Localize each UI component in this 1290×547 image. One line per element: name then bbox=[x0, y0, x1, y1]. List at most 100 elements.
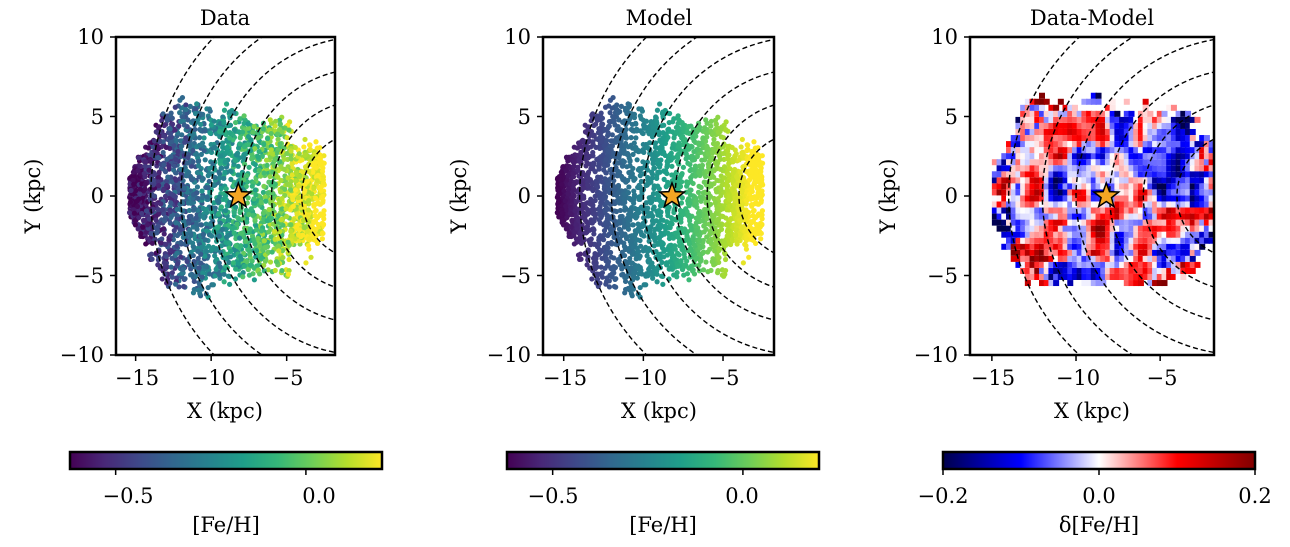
data-point bbox=[244, 258, 250, 264]
data-point bbox=[626, 184, 632, 190]
data-point bbox=[146, 216, 153, 222]
data-point bbox=[195, 159, 202, 165]
data-point bbox=[197, 282, 203, 288]
data-point bbox=[190, 207, 197, 213]
data-point bbox=[290, 203, 296, 209]
colorbar-tick-label: 0.0 bbox=[302, 484, 335, 508]
data-point bbox=[588, 240, 594, 246]
data-point bbox=[759, 216, 765, 222]
data-point bbox=[155, 174, 162, 181]
data-point bbox=[227, 168, 234, 174]
data-point bbox=[743, 197, 749, 204]
data-point bbox=[267, 173, 273, 180]
data-point bbox=[206, 165, 213, 172]
data-point bbox=[314, 145, 320, 151]
data-point bbox=[579, 182, 585, 188]
data-point bbox=[180, 217, 186, 223]
data-point bbox=[268, 130, 274, 137]
data-point bbox=[173, 156, 179, 163]
data-point bbox=[205, 284, 211, 291]
y-tick-label: −10 bbox=[60, 343, 104, 367]
data-point bbox=[604, 250, 611, 256]
data-point bbox=[234, 221, 240, 227]
data-point bbox=[289, 172, 295, 178]
data-point bbox=[748, 169, 754, 175]
data-point bbox=[722, 127, 729, 133]
data-point bbox=[708, 118, 714, 124]
data-point bbox=[577, 174, 584, 180]
data-point bbox=[188, 163, 194, 169]
data-point bbox=[229, 225, 235, 232]
data-point bbox=[295, 195, 301, 201]
data-point bbox=[644, 253, 650, 259]
data-point bbox=[200, 231, 206, 238]
data-point bbox=[582, 213, 588, 219]
data-point bbox=[271, 228, 278, 235]
data-point bbox=[212, 253, 218, 259]
data-point bbox=[590, 139, 596, 145]
data-point bbox=[155, 154, 161, 161]
data-point bbox=[268, 215, 275, 222]
data-point bbox=[710, 131, 716, 137]
data-point bbox=[269, 189, 275, 195]
data-point bbox=[161, 211, 167, 217]
data-point bbox=[704, 234, 710, 240]
data-point bbox=[180, 234, 186, 240]
data-point bbox=[575, 167, 581, 173]
data-point bbox=[657, 148, 663, 154]
data-point bbox=[704, 147, 710, 153]
data-point bbox=[664, 260, 670, 266]
data-point bbox=[288, 228, 294, 234]
data-point bbox=[272, 123, 278, 129]
data-point bbox=[251, 237, 257, 243]
data-point bbox=[630, 222, 636, 228]
data-point bbox=[605, 148, 612, 155]
data-point bbox=[758, 199, 764, 205]
data-point bbox=[272, 156, 278, 162]
data-point bbox=[585, 146, 591, 152]
data-point bbox=[759, 208, 766, 214]
data-point bbox=[742, 213, 748, 220]
data-point bbox=[571, 182, 577, 188]
data-point bbox=[671, 209, 677, 216]
data-point bbox=[175, 260, 181, 267]
data-point bbox=[136, 155, 142, 161]
data-point bbox=[714, 177, 720, 184]
data-point bbox=[621, 224, 628, 230]
data-point bbox=[221, 175, 227, 181]
data-point bbox=[252, 161, 258, 168]
data-point bbox=[590, 211, 596, 217]
data-point bbox=[215, 211, 222, 217]
data-point bbox=[678, 173, 684, 179]
data-point bbox=[188, 176, 195, 182]
data-point bbox=[729, 236, 735, 242]
data-point bbox=[225, 123, 232, 129]
data-point bbox=[293, 170, 299, 176]
data-point bbox=[308, 254, 314, 260]
data-point bbox=[192, 110, 199, 117]
data-point bbox=[255, 135, 261, 141]
data-point bbox=[251, 196, 257, 202]
data-point bbox=[709, 173, 716, 179]
data-point bbox=[677, 238, 683, 245]
data-point bbox=[179, 132, 185, 138]
data-point bbox=[196, 142, 203, 148]
data-point bbox=[260, 126, 266, 132]
data-point bbox=[654, 175, 660, 181]
data-point bbox=[237, 116, 243, 122]
data-point bbox=[321, 208, 327, 214]
data-point bbox=[188, 232, 194, 239]
data-point bbox=[632, 231, 638, 238]
data-point bbox=[199, 244, 205, 250]
data-point bbox=[714, 189, 720, 195]
y-tick-label: 10 bbox=[77, 25, 104, 49]
data-point bbox=[704, 130, 710, 137]
data-point bbox=[749, 185, 755, 191]
data-point bbox=[625, 190, 631, 196]
data-point bbox=[252, 146, 258, 152]
data-point bbox=[207, 130, 213, 136]
data-point bbox=[187, 227, 193, 233]
ticks-layer bbox=[110, 36, 288, 361]
data-point bbox=[311, 160, 317, 167]
data-point bbox=[634, 253, 640, 259]
